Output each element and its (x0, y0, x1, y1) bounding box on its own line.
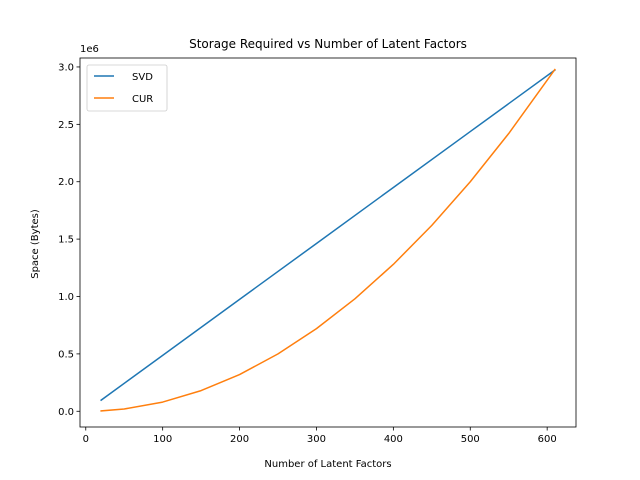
y-tick-label: 1.5 (58, 235, 74, 246)
chart-title: Storage Required vs Number of Latent Fac… (189, 37, 467, 51)
y-tick-label: 2.5 (58, 120, 74, 131)
x-tick-label: 100 (153, 434, 172, 445)
x-tick-label: 300 (307, 434, 326, 445)
axes-frame (79, 57, 577, 428)
x-tick-label: 0 (83, 434, 89, 445)
y-tick-label: 0.5 (58, 349, 74, 360)
legend-label-svd: SVD (132, 72, 153, 83)
y-tick-label: 2.0 (58, 177, 74, 188)
y-offset-label: 1e6 (80, 44, 99, 55)
y-axis-label: Space (Bytes) (30, 209, 41, 279)
x-tick-label: 400 (384, 434, 403, 445)
x-tick-label: 200 (230, 434, 249, 445)
x-tick-label: 500 (461, 434, 480, 445)
y-tick-label: 0.0 (58, 407, 74, 418)
x-tick-label: 600 (538, 434, 557, 445)
series-line-svd (100, 69, 556, 402)
series-line-cur (100, 68, 556, 412)
legend-label-cur: CUR (132, 94, 153, 105)
plot-area: 0 100 200 300 400 500 600 0.0 0.5 1.0 1.5 2.0 2.5 3.0… (58, 57, 577, 445)
y-tick-label: 1.0 (58, 292, 74, 303)
legend-box (86, 64, 168, 112)
y-tick-label: 3.0 (58, 62, 74, 73)
x-axis-label: Number of Latent Factors (264, 459, 391, 470)
